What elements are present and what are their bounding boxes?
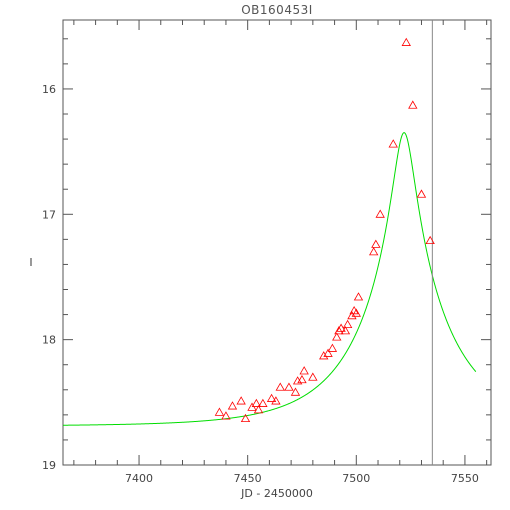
data-point <box>342 319 353 329</box>
data-point <box>284 382 294 391</box>
data-point <box>327 343 338 352</box>
y-tick-label: 19 <box>42 459 56 472</box>
data-points <box>214 37 435 423</box>
data-point <box>266 393 277 402</box>
data-point <box>371 239 381 248</box>
data-point <box>297 374 307 384</box>
data-point <box>214 407 225 416</box>
y-tick-label: 17 <box>42 208 56 221</box>
data-point <box>319 351 329 360</box>
data-point <box>253 405 264 414</box>
data-point <box>401 37 411 46</box>
x-tick-label: 7550 <box>451 472 479 485</box>
model-curve-group <box>62 132 477 426</box>
data-point <box>251 398 262 407</box>
x-axis-title: JD - 2450000 <box>240 487 313 500</box>
data-point <box>351 308 361 317</box>
data-point <box>240 413 251 423</box>
x-tick-label: 7400 <box>125 472 153 485</box>
data-point <box>323 348 333 357</box>
data-point <box>227 401 238 410</box>
data-point <box>425 235 435 245</box>
data-point <box>340 326 351 335</box>
y-tick-label: 16 <box>42 83 56 96</box>
data-point <box>332 332 342 341</box>
data-point <box>388 139 398 148</box>
y-axis-title: I <box>29 256 32 269</box>
chart-title: OB160453I <box>241 3 313 17</box>
plot-frame <box>62 19 492 466</box>
data-point <box>347 311 357 320</box>
data-point <box>375 209 385 218</box>
data-point <box>334 326 344 335</box>
data-point <box>258 398 268 407</box>
y-tick-label: 18 <box>42 334 56 347</box>
data-point <box>271 396 281 405</box>
model-curve <box>62 132 477 426</box>
data-point <box>353 292 364 301</box>
data-point <box>368 247 379 256</box>
x-tick-label: 7500 <box>342 472 370 485</box>
data-point <box>299 366 309 375</box>
data-point <box>308 372 318 381</box>
data-point <box>236 396 246 405</box>
data-point <box>290 387 301 396</box>
axes: 7400 7450 7500 7550 16 17 18 19 <box>42 20 491 485</box>
data-point <box>408 100 418 109</box>
data-point <box>275 382 285 391</box>
x-tick-label: 7450 <box>234 472 262 485</box>
data-point <box>221 411 231 420</box>
data-point <box>416 189 427 198</box>
